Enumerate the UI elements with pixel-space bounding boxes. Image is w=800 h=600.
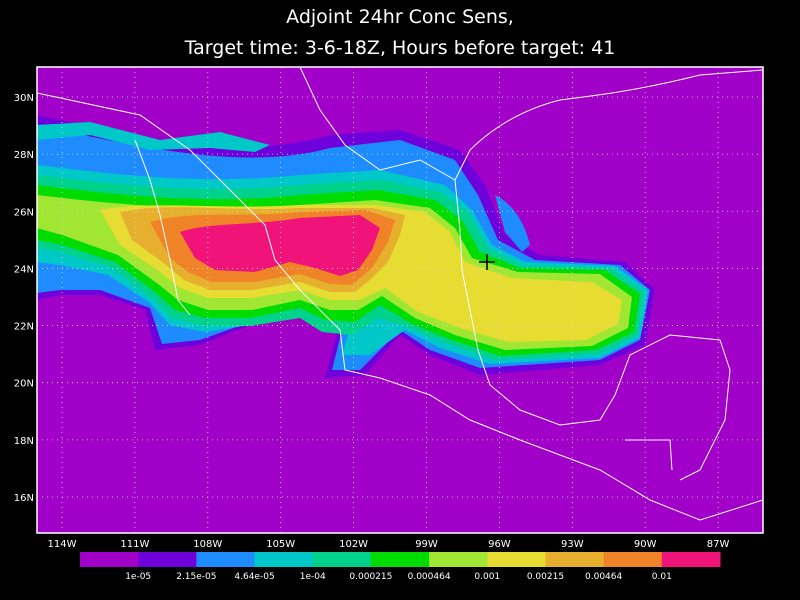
colorbar-label: 0.01 [652,572,672,582]
plot-area [37,67,763,533]
coastline [454,99,731,481]
lat-tick-label: 24N [14,264,34,275]
colorbar-label: 0.001 [474,572,500,582]
colorbar-label: 4.64e-05 [234,572,274,582]
lon-tick-label: 102W [339,539,368,550]
colorbar-swatch [429,552,488,567]
colorbar-swatch [545,552,605,567]
lon-tick-label: 108W [193,539,222,550]
lat-tick-label: 20N [14,379,34,390]
map-frame [36,66,764,534]
contour-fill [180,215,380,276]
colorbar-swatch [370,552,430,567]
lon-tick-label: 105W [266,539,295,550]
coastline [625,439,673,471]
colorbar-swatch [312,552,372,567]
lon-tick-label: 96W [488,539,511,550]
colorbar-label: 0.00215 [527,572,564,582]
coastline [37,92,763,521]
lat-tick-label: 16N [14,493,34,504]
title-line2: Target time: 3-6-18Z, Hours before targe… [184,37,616,59]
colorbar-swatch [487,552,546,567]
title-line1: Adjoint 24hr Conc Sens, [286,6,514,28]
lon-tick-label: 114W [48,539,77,550]
lon-tick-label: 111W [120,539,149,550]
colorbar-swatch [80,552,139,567]
lat-tick-label: 26N [14,207,34,218]
lon-tick-label: 87W [707,539,730,550]
lat-tick-label: 30N [14,93,34,104]
colorbar-label: 0.000464 [408,572,451,582]
coastline [134,139,191,316]
colorbar-label: 1e-05 [125,572,151,582]
colorbar-label: 1e-04 [300,572,326,582]
contour-fill [410,258,524,326]
lat-tick-label: 18N [14,436,34,447]
coastline [559,69,763,101]
contour-fill [495,195,530,252]
colorbar-label: 0.000215 [349,572,392,582]
lat-tick-label: 28N [14,150,34,161]
colorbar-label: 2.15e-05 [176,572,216,582]
coastline [299,67,456,181]
lon-tick-label: 93W [561,539,584,550]
contour-fill [37,122,270,152]
colorbar-swatch [661,552,721,567]
colorbar-swatch [138,552,197,567]
colorbar-swatch [196,552,256,567]
colorbar-swatch [603,552,663,567]
lon-tick-label: 99W [415,539,438,550]
target-marker [479,254,495,270]
colorbar-swatch [254,552,314,567]
lon-tick-label: 90W [634,539,657,550]
lat-tick-label: 22N [14,322,34,333]
colorbar-label: 0.00464 [585,572,622,582]
